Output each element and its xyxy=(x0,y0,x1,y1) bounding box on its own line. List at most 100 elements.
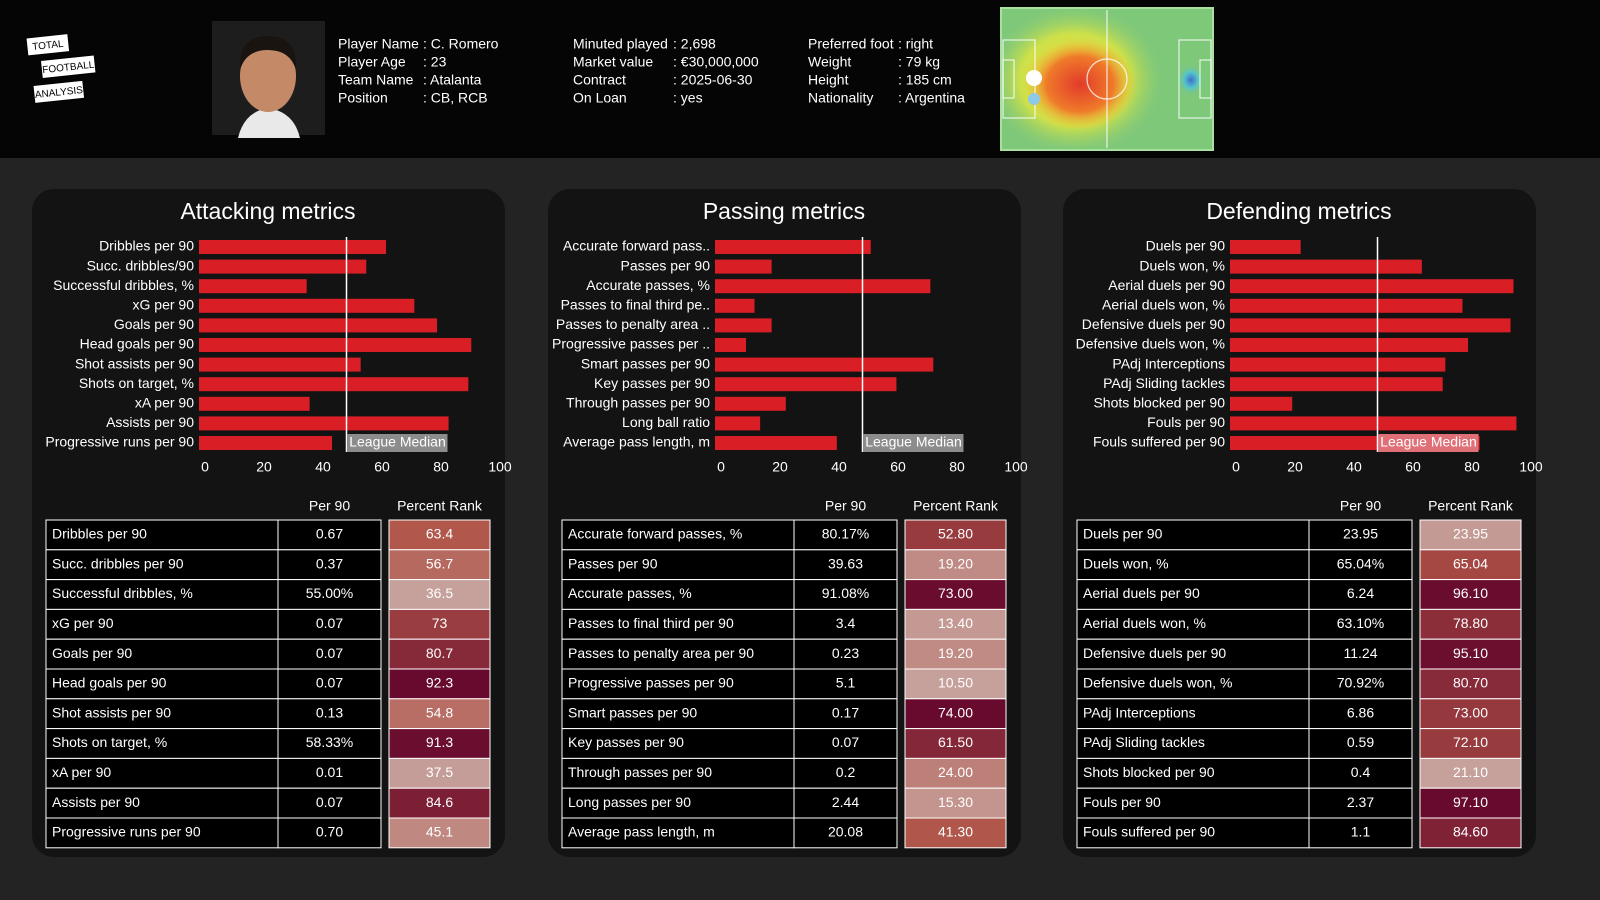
category-label: Accurate forward pass.. xyxy=(563,238,710,254)
bar xyxy=(199,298,415,313)
rank-cell xyxy=(388,817,491,849)
rank-value: 63.4 xyxy=(426,526,453,542)
rank-cell xyxy=(388,549,491,581)
per90-value: 39.63 xyxy=(828,555,863,571)
table-cell xyxy=(793,698,898,730)
rank-cell xyxy=(904,638,1007,670)
rank-value: 65.04 xyxy=(1453,555,1488,571)
row-label: Accurate passes, % xyxy=(568,585,692,601)
median-label: League Median xyxy=(349,434,446,450)
pitch-line xyxy=(1199,59,1212,99)
bar xyxy=(199,436,333,450)
per90-value: 70.92% xyxy=(1337,675,1384,691)
per90-value: 0.07 xyxy=(316,794,343,810)
table-cell xyxy=(793,787,898,819)
bar xyxy=(1230,357,1446,372)
per90-value: 0.2 xyxy=(836,764,856,780)
category-label: Smart passes per 90 xyxy=(581,355,710,371)
median-label-box xyxy=(347,434,448,452)
bar xyxy=(715,240,871,254)
category-label: Accurate passes, % xyxy=(586,277,710,293)
category-label: Dribbles per 90 xyxy=(99,238,194,254)
per90-value: 0.07 xyxy=(316,675,343,691)
heatmap-blob xyxy=(1177,64,1205,96)
info-value: : 2,698 xyxy=(673,36,716,52)
per90-value: 58.33% xyxy=(306,734,353,750)
table-cell xyxy=(561,757,795,789)
rank-cell xyxy=(1419,668,1522,700)
bar xyxy=(199,416,449,431)
heatmap-dot xyxy=(1026,70,1042,86)
bar xyxy=(1230,279,1514,294)
table-cell xyxy=(793,668,898,700)
column-header: Percent Rank xyxy=(1428,498,1514,514)
info-label: Weight xyxy=(808,54,851,70)
per90-value: 0.01 xyxy=(316,764,343,780)
row-label: Progressive passes per 90 xyxy=(568,675,734,691)
table-cell xyxy=(277,787,382,819)
rank-cell xyxy=(1419,608,1522,640)
median-label-box xyxy=(863,434,964,452)
info-label: Minuted played xyxy=(573,36,668,52)
logo-box xyxy=(39,54,97,80)
category-label: Passes to penalty area .. xyxy=(556,316,710,332)
x-tick-label: 40 xyxy=(1346,459,1362,475)
bar xyxy=(1230,396,1293,411)
per90-value: 0.70 xyxy=(316,824,343,840)
category-label: Shots blocked per 90 xyxy=(1093,395,1225,411)
table-cell xyxy=(1308,608,1413,640)
row-label: xA per 90 xyxy=(52,764,111,780)
bar xyxy=(199,338,472,352)
table-cell xyxy=(277,817,382,849)
row-label: Passes to penalty area per 90 xyxy=(568,645,754,661)
row-label: Duels per 90 xyxy=(1083,526,1163,542)
chart-title: Passing metrics xyxy=(703,198,865,224)
bar xyxy=(1230,259,1422,274)
category-label: Aerial duels per 90 xyxy=(1108,277,1225,293)
row-label: Through passes per 90 xyxy=(568,764,712,780)
x-tick-label: 80 xyxy=(1464,459,1480,475)
category-label: Shots on target, % xyxy=(79,375,194,391)
rank-cell xyxy=(904,787,1007,819)
info-value: : 2025-06-30 xyxy=(673,72,753,88)
table-cell xyxy=(45,668,279,700)
row-label: Passes per 90 xyxy=(568,555,658,571)
rank-cell xyxy=(388,787,491,819)
per90-value: 6.86 xyxy=(1347,704,1374,720)
table-cell xyxy=(793,519,898,551)
table-cell xyxy=(561,519,795,551)
photo-hair xyxy=(239,36,297,70)
bar xyxy=(1230,240,1301,254)
table-cell xyxy=(45,608,279,640)
rank-value: 52.80 xyxy=(938,526,973,542)
rank-value: 72.10 xyxy=(1453,734,1488,750)
chart-title: Defending metrics xyxy=(1206,198,1391,224)
row-label: Head goals per 90 xyxy=(52,675,167,691)
x-tick-label: 40 xyxy=(831,459,847,475)
bar xyxy=(199,259,367,274)
table-cell xyxy=(793,608,898,640)
table-cell xyxy=(45,519,279,551)
per90-value: 0.17 xyxy=(832,704,859,720)
category-label: Progressive passes per .. xyxy=(552,336,710,352)
table-cell xyxy=(561,728,795,759)
category-label: Key passes per 90 xyxy=(594,375,710,391)
table-cell xyxy=(277,668,382,700)
median-label: League Median xyxy=(865,434,962,450)
category-label: Duels won, % xyxy=(1139,257,1225,273)
rank-value: 73.00 xyxy=(938,585,973,601)
table-cell xyxy=(277,638,382,670)
bar xyxy=(715,318,772,333)
rank-value: 80.7 xyxy=(426,645,453,661)
x-tick-label: 80 xyxy=(433,459,449,475)
info-label: Preferred foot xyxy=(808,36,894,52)
bar xyxy=(199,357,361,372)
row-label: Passes to final third per 90 xyxy=(568,615,734,631)
row-label: Fouls suffered per 90 xyxy=(1083,824,1215,840)
bar xyxy=(1230,416,1517,431)
category-label: Fouls per 90 xyxy=(1147,414,1225,430)
column-header: Per 90 xyxy=(1340,498,1381,514)
rank-value: 23.95 xyxy=(1453,526,1488,542)
rank-cell xyxy=(1419,728,1522,759)
rank-cell xyxy=(1419,817,1522,849)
